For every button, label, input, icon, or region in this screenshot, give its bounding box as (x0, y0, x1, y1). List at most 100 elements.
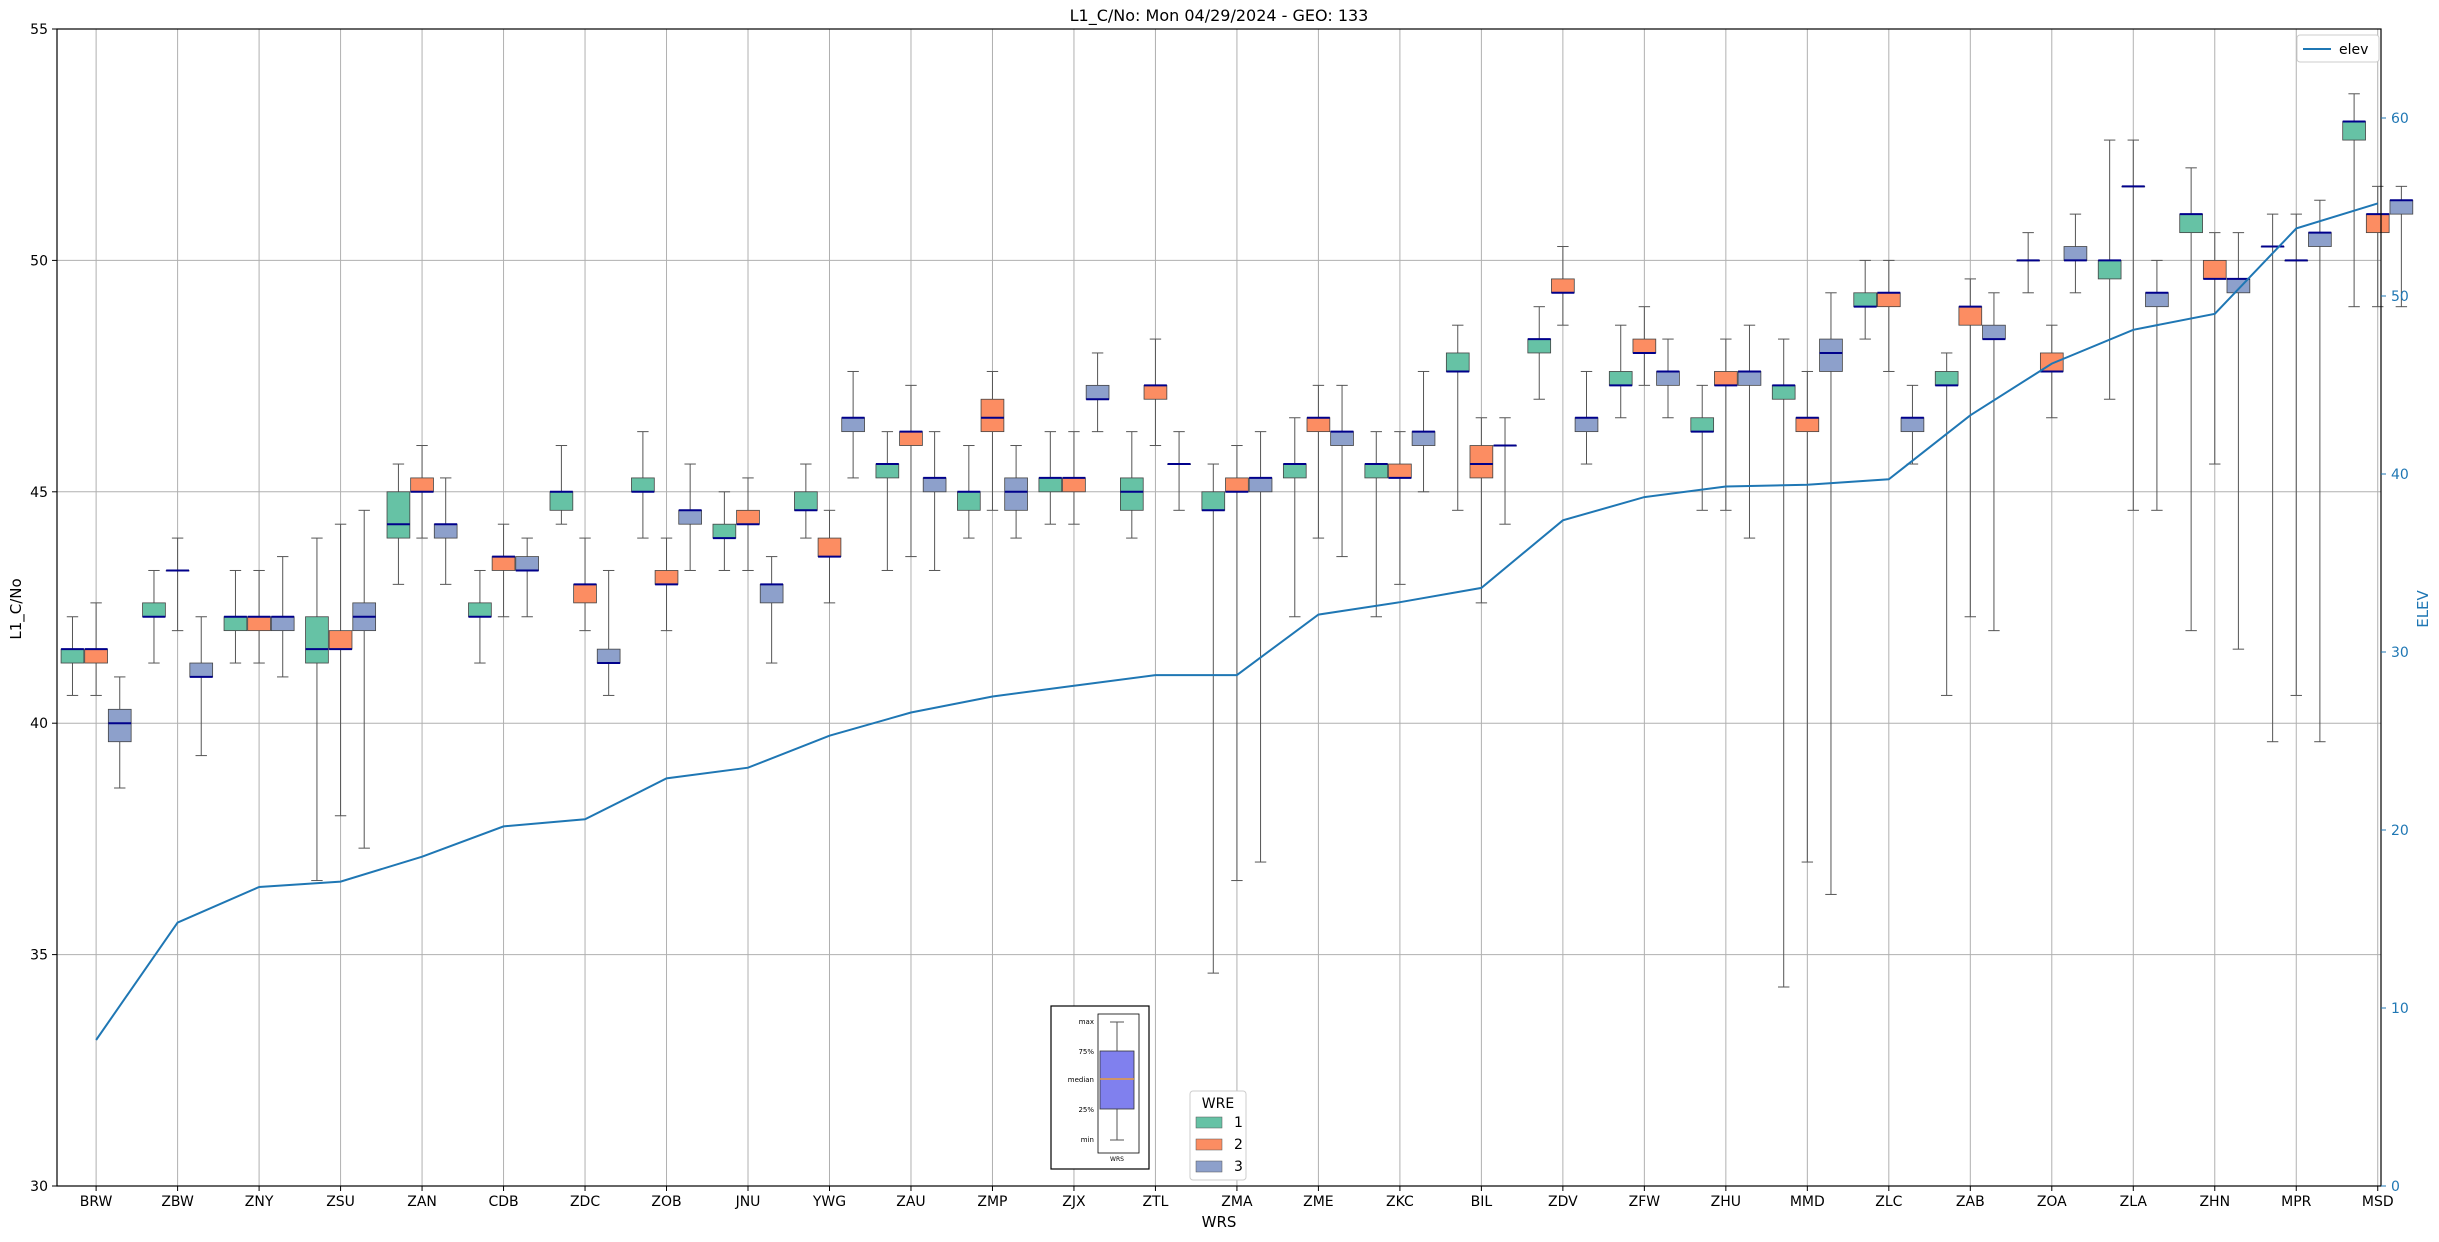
box-iqr (2097, 259, 2122, 280)
key-label-q3: 75% (1078, 1048, 1094, 1056)
box-wre1-26 (2179, 167, 2203, 632)
wre-legend-swatch-3 (1195, 1160, 1223, 1173)
y-axis-label: L1_C/No (7, 578, 26, 639)
elev-legend: elev (2296, 34, 2380, 63)
box-iqr (1656, 371, 1680, 386)
y-tick-label-2: 40 (30, 716, 48, 732)
box-iqr (491, 556, 516, 571)
box-wre1-17 (1445, 324, 1470, 511)
box-iqr (1690, 417, 1715, 433)
box-wre1-6 (549, 445, 574, 525)
box-wre2-26 (2202, 232, 2227, 465)
key-label-q1: 25% (1078, 1106, 1094, 1114)
box-wre2-25 (2121, 139, 2146, 511)
elev-legend-label: elev (2339, 42, 2368, 58)
box-iqr (2308, 232, 2332, 247)
box-wre3-24 (2063, 213, 2088, 294)
box-wre1-2 (223, 569, 248, 664)
box-iqr (305, 616, 329, 664)
x-tick-label-26: ZHN (2199, 1194, 2230, 1210)
x-tick-label-12: ZJX (1062, 1194, 1086, 1210)
box-iqr (247, 616, 271, 632)
box-wre1-19 (1608, 324, 1633, 419)
x-tick-label-27: MPR (2281, 1194, 2312, 1210)
box-wre2-4 (410, 445, 434, 539)
box-wre3-28 (2389, 185, 2414, 308)
box-iqr (1120, 477, 1144, 511)
box-iqr (1900, 417, 1925, 433)
x-tick-label-1: ZBW (161, 1194, 194, 1210)
box-wre1-14 (1201, 463, 1226, 974)
box-wre1-28 (2342, 93, 2366, 308)
box-iqr (841, 417, 865, 433)
box-wre1-3 (305, 537, 329, 882)
box-iqr (1004, 477, 1028, 511)
box-iqr (1714, 371, 1738, 386)
elev-line (95, 202, 2378, 1041)
x-tick-label-14: ZMA (1221, 1194, 1253, 1210)
elev-line-series (95, 202, 2378, 1041)
box-wre3-27 (2308, 199, 2332, 743)
box-iqr (817, 537, 842, 557)
box-iqr (899, 431, 923, 446)
box-iqr (1771, 384, 1796, 400)
box-iqr (794, 491, 818, 511)
box-wre3-2 (270, 556, 295, 678)
box-wre2-19 (1632, 306, 1657, 386)
box-wre3-20 (1737, 324, 1762, 539)
y-tick-label-1: 35 (30, 948, 48, 964)
box-wre1-24 (2016, 232, 2040, 294)
box-wre2-9 (817, 509, 842, 604)
x-tick-label-16: ZKC (1386, 1194, 1414, 1210)
box-wre3-23 (1982, 292, 2006, 632)
box-iqr (1248, 477, 1273, 493)
box-wre3-5 (515, 537, 539, 618)
x-tick-label-8: JNU (735, 1194, 761, 1210)
x-tick-label-13: ZTL (1142, 1194, 1168, 1210)
y2-tick-label-1: 10 (2391, 1001, 2409, 1017)
box-wre3-16 (1411, 370, 1436, 493)
box-iqr (468, 602, 492, 618)
wre-legend-swatch-2 (1195, 1138, 1223, 1151)
box-wre1-10 (875, 431, 900, 571)
x-tick-label-24: ZOA (2037, 1194, 2067, 1210)
key-label-median: median (1068, 1076, 1094, 1084)
box-wre3-4 (433, 477, 458, 585)
box-wre1-12 (1038, 431, 1063, 525)
box-wre1-23 (1934, 352, 1959, 696)
x-tick-label-9: YWG (812, 1194, 846, 1210)
box-wre2-12 (1062, 431, 1086, 525)
box-wre2-18 (1551, 246, 1575, 326)
box-wre2-1 (165, 537, 190, 632)
box-wre2-15 (1306, 384, 1331, 539)
box-iqr (1934, 371, 1959, 386)
y-tick-label-5: 55 (30, 22, 48, 38)
wre-legend-title: WRE (1202, 1096, 1234, 1112)
box-wre2-3 (328, 523, 353, 817)
box-iqr (1364, 463, 1389, 479)
box-wre3-3 (352, 509, 377, 849)
box-wre3-21 (1819, 292, 1843, 895)
box-iqr (328, 630, 353, 650)
x-tick-label-2: ZNY (245, 1194, 274, 1210)
box-iqr (1527, 338, 1552, 354)
x-tick-label-25: ZLA (2120, 1194, 2148, 1210)
box-iqr (386, 491, 411, 539)
y2-tick-label-2: 20 (2391, 823, 2409, 839)
box-iqr (1085, 384, 1110, 400)
box-iqr (1958, 306, 1983, 326)
box-wre3-22 (1900, 384, 1925, 465)
chart-title: L1_C/No: Mon 04/29/2024 - GEO: 133 (1070, 6, 1369, 26)
box-iqr (957, 491, 981, 511)
box-wre1-4 (386, 463, 411, 585)
box-wre2-13 (1143, 338, 1168, 447)
box-iqr (410, 477, 434, 493)
box-iqr (60, 648, 85, 664)
wre-legend-frame (1189, 1090, 1247, 1181)
y2-tick-label-0: 0 (2391, 1179, 2400, 1195)
box-iqr (1282, 463, 1307, 479)
box-iqr (1038, 477, 1063, 493)
x-tick-label-20: ZHU (1711, 1194, 1741, 1210)
